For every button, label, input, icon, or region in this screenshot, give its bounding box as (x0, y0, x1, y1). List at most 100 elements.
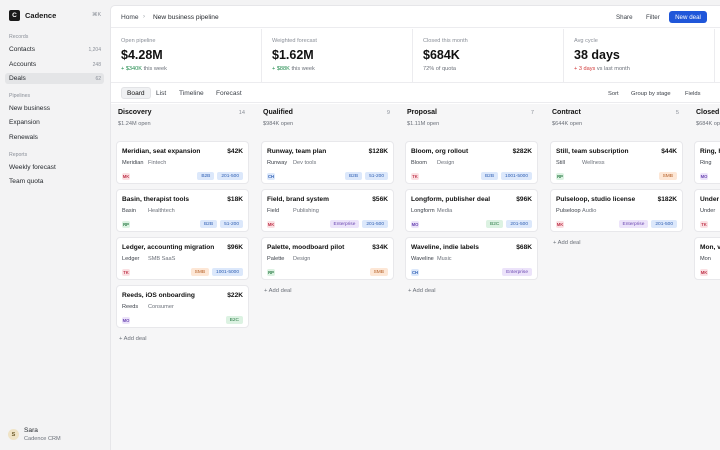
top-bar: Home › New business pipeline Share Filte… (111, 6, 720, 28)
deal-card[interactable]: Mon, v Mon MK (694, 237, 720, 280)
deal-card[interactable]: Meridian, seat expansion $42K Meridian Fint… (116, 141, 249, 184)
add-deal-button[interactable]: + Add deal (553, 240, 581, 246)
owner-avatar: MK (556, 221, 564, 228)
deal-card[interactable]: Longform, publisher deal $96K Longform Medi… (405, 189, 538, 232)
segment-badge: B2B (344, 172, 363, 180)
sidebar-item-contacts[interactable]: Contacts 1,204 (5, 44, 104, 55)
breadcrumb-separator-icon: › (143, 14, 145, 20)
deal-title: Under (700, 196, 720, 203)
deal-card[interactable]: Pulseloop, studio license $182K Pulseloop A… (550, 189, 683, 232)
sidebar-item-renewals[interactable]: Renewals (5, 132, 104, 143)
tab-forecast[interactable]: Forecast (216, 89, 242, 97)
add-deal-button[interactable]: + Add deal (119, 336, 147, 342)
board-column-proposal: Proposal 7 $1.11M open Bloom, org rollout $2… (400, 104, 539, 450)
segment-badge: 51-200 (365, 172, 388, 180)
column-title: Closed won (696, 109, 720, 116)
column-open-total: $984K open (263, 121, 294, 127)
add-deal-button[interactable]: + Add deal (264, 288, 292, 294)
deal-amount: $182K (657, 196, 677, 203)
owner-avatar: CH (267, 173, 275, 180)
stat-subtext: + 3 days vs last month (574, 66, 630, 72)
fields-button[interactable]: Fields (685, 91, 701, 97)
sidebar-item-label: New business (9, 105, 51, 112)
sidebar-item-weekly-forecast[interactable]: Weekly forecast (5, 162, 104, 173)
deal-title: Field, brand system (267, 196, 329, 203)
deal-card[interactable]: Still, team subscription $44K Still Wellnes… (550, 141, 683, 184)
kanban-board: Discovery 14 $1.24M open Meridian, seat exp… (111, 104, 720, 450)
breadcrumb-home[interactable]: Home (121, 14, 139, 21)
add-deal-button[interactable]: + Add deal (408, 288, 436, 294)
stat-value: $1.62M (272, 48, 314, 62)
deal-tags: B2B 1001-5000 (480, 172, 532, 180)
stat-card: Weighted forecast $1.62M + $88K this week (262, 29, 413, 83)
deal-card[interactable]: Basin, therapist tools $18K Basin Healthtec… (116, 189, 249, 232)
deal-amount: $68K (516, 244, 532, 251)
deal-card[interactable]: Runway, team plan $128K Runway Dev tools CH B… (261, 141, 394, 184)
brand[interactable]: C Cadence (9, 10, 56, 21)
segment-badge: 1001-5000 (501, 172, 532, 180)
owner-avatar: MK (267, 221, 275, 228)
deal-title: Longform, publisher deal (411, 196, 491, 203)
deal-account: Longform (411, 208, 435, 214)
segment-badge: 201-500 (217, 172, 243, 180)
deal-industry: Healthtech (148, 208, 175, 214)
deal-account: Pulseloop (556, 208, 581, 214)
sidebar-item-accounts[interactable]: Accounts 248 (5, 59, 104, 70)
command-shortcut[interactable]: ⌘K (92, 12, 102, 18)
tab-board[interactable]: Board (121, 87, 151, 99)
deal-account: Runway (267, 160, 288, 166)
deal-card[interactable]: Under Under TK (694, 189, 720, 232)
deal-tags: B2B 51-200 (199, 220, 243, 228)
column-title: Discovery (118, 109, 152, 116)
deal-amount: $282K (512, 148, 532, 155)
deal-card[interactable]: Palette, moodboard pilot $34K Palette Desig… (261, 237, 394, 280)
sidebar-item-team-quota[interactable]: Team quota (5, 176, 104, 187)
sort-button[interactable]: Sort (608, 91, 619, 97)
deal-industry: Media (437, 208, 453, 214)
sidebar-item-label: Renewals (9, 134, 38, 141)
owner-avatar: TK (411, 173, 419, 180)
owner-avatar: CH (411, 269, 419, 276)
filter-button[interactable]: Filter (646, 14, 660, 21)
deal-industry: SMB SaaS (148, 256, 176, 262)
share-button[interactable]: Share (616, 14, 633, 21)
segment-badge: 201-500 (651, 220, 677, 228)
deal-account: Reeds (122, 304, 139, 310)
deal-card[interactable]: Reeds, iOS onboarding $22K Reeds Consumer MO… (116, 285, 249, 328)
deal-tags: SMB 1001-5000 (190, 268, 243, 276)
sidebar: C Cadence ⌘K Records Contacts 1,204 Acco… (0, 0, 110, 450)
user-profile[interactable]: S Sara Cadence CRM (8, 427, 61, 442)
deal-amount: $96K (516, 196, 532, 203)
deal-card[interactable]: Ring, h Ring MO (694, 141, 720, 184)
deal-tags: B2B 51-200 (344, 172, 388, 180)
deal-card[interactable]: Ledger, accounting migration $96K Ledger SM… (116, 237, 249, 280)
column-count: 7 (530, 110, 534, 116)
board-column-discovery: Discovery 14 $1.24M open Meridian, seat exp… (111, 104, 250, 450)
stat-subtext: + $340K this week (121, 66, 167, 72)
sidebar-item-deals[interactable]: Deals 62 (5, 73, 104, 84)
board-column-closed-won: Closed won$684K openRing, hRingMOUnderUn… (689, 104, 720, 450)
stat-note: of quota (435, 66, 456, 72)
deal-card[interactable]: Waveline, indie labels $68K Waveline Music C… (405, 237, 538, 280)
sidebar-item-label: Team quota (9, 178, 44, 185)
deal-account: Waveline (411, 256, 434, 262)
tab-timeline[interactable]: Timeline (179, 89, 204, 97)
deal-industry: Wellness (582, 160, 605, 166)
board-column-contract: Contract 5 $644K open Still, team subscript… (545, 104, 684, 450)
group-by-button[interactable]: Group by stage (631, 91, 671, 97)
deal-account: Palette (267, 256, 285, 262)
deal-card[interactable]: Field, brand system $56K Field Publishing MK… (261, 189, 394, 232)
sidebar-item-expansion[interactable]: Expansion (5, 117, 104, 128)
new-deal-button[interactable]: New deal (669, 11, 707, 23)
user-name: Sara (24, 427, 38, 434)
owner-avatar: MO (411, 221, 419, 228)
column-open-total: $1.24M open (118, 121, 151, 127)
segment-badge: B2C (225, 316, 243, 324)
tab-list[interactable]: List (156, 89, 167, 97)
deal-amount: $22K (227, 292, 243, 299)
deal-card[interactable]: Bloom, org rollout $282K Bloom Design TK B2B 1… (405, 141, 538, 184)
stat-note: this week (143, 66, 167, 72)
stat-label: Weighted forecast (272, 38, 317, 44)
sidebar-item-new-business[interactable]: New business (5, 103, 104, 114)
deal-tags: Enterprise 201-500 (329, 220, 388, 228)
